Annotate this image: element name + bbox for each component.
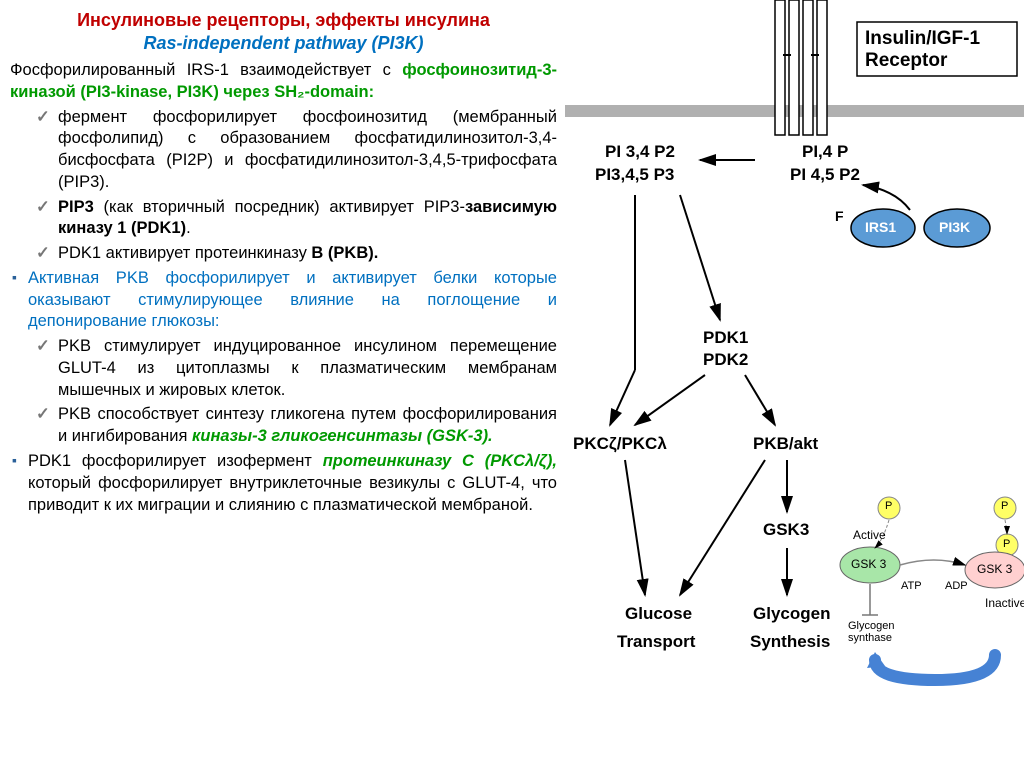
square-list-2: PDK1 фосфорилирует изофермент протеинкин… [10, 451, 557, 516]
label-irs1: IRS1 [865, 219, 896, 235]
text-panel: Инсулиновые рецепторы, эффекты инсулина … [0, 0, 565, 767]
receptor-bar-4 [817, 0, 827, 135]
label-inactive: Inactive [985, 596, 1024, 610]
label-glycogen-synthase: Glycogen synthase [848, 620, 894, 644]
label-f: F [835, 208, 844, 224]
title-main: Инсулиновые рецепторы, эффекты инсулина [10, 10, 557, 31]
arrow-pkb-glucose [680, 460, 765, 595]
label-glucose: Glucose [625, 604, 692, 624]
label-pkc: PKCζ/PKCλ [573, 434, 667, 454]
arrow-atp-adp [900, 560, 965, 565]
label-gsk3: GSK3 [763, 520, 809, 540]
label-pdk1: PDK1 [703, 328, 748, 348]
label-pi3k: PI3K [939, 219, 970, 235]
intro-black: Фосфорилированный IRS-1 взаимодействует … [10, 61, 391, 79]
arrow-pdk-pkb [745, 375, 775, 425]
label-atp: ATP [901, 580, 922, 592]
check-item-3: PDK1 активирует протеинкиназу B (PKB). [58, 243, 557, 265]
check-item-4: PKB стимулирует индуцированное инсулином… [58, 336, 557, 401]
para-2: PDK1 фосфорилирует изофермент протеинкин… [28, 451, 557, 516]
intro-paragraph: Фосфорилированный IRS-1 взаимодействует … [10, 60, 557, 104]
label-transport: Transport [617, 632, 695, 652]
pathway-line-2 [680, 195, 720, 320]
label-glycogen: Glycogen [753, 604, 830, 624]
receptor-bar-1 [775, 0, 785, 135]
title-sub: Ras-independent pathway (PI3K) [10, 33, 557, 54]
receptor-label: Insulin/IGF-1 Receptor [865, 28, 980, 72]
p-label-1: P [885, 500, 892, 512]
diagram-panel: Insulin/IGF-1 Receptor PI 3,4 P2 PI3,4,5… [565, 0, 1024, 767]
label-pdk2: PDK2 [703, 350, 748, 370]
label-pi4p: PI,4 P [802, 142, 848, 162]
arrow-pkc-glucose [625, 460, 645, 595]
blue-feedback-arrow [875, 655, 995, 680]
check-item-1: фермент фосфорилирует фосфоинозитид (мем… [58, 107, 557, 194]
label-gsk3-inactive: GSK 3 [977, 562, 1012, 576]
arrow-pdk-pkc [635, 375, 705, 425]
check-item-5: PKB способствует синтезу гликогена путем… [58, 404, 557, 448]
square-list-1: Активная PKB фосфорилирует и активирует … [10, 268, 557, 333]
p-label-2: P [1001, 500, 1008, 512]
receptor-bar-2 [789, 0, 799, 135]
receptor-bar-3 [803, 0, 813, 135]
label-gsk3-active: GSK 3 [851, 557, 886, 571]
label-adp: ADP [945, 580, 968, 592]
checklist-2: PKB стимулирует индуцированное инсулином… [10, 336, 557, 448]
label-pi34p2: PI 3,4 P2 [605, 142, 675, 162]
blue-para: Активная PKB фосфорилирует и активирует … [28, 268, 557, 333]
checklist-1: фермент фосфорилирует фосфоинозитид (мем… [10, 107, 557, 265]
label-synthesis: Synthesis [750, 632, 830, 652]
check-item-2: PIP3 (как вторичный посредник) активируе… [58, 197, 557, 241]
arrow-pi3k-up [863, 185, 910, 210]
pathway-diagram: Insulin/IGF-1 Receptor PI 3,4 P2 PI3,4,5… [565, 0, 1024, 767]
pathway-line-1b [610, 370, 635, 425]
label-pkb: PKB/akt [753, 434, 818, 454]
label-pi345p3: PI3,4,5 P3 [595, 165, 674, 185]
p-label-3: P [1003, 538, 1010, 550]
label-active: Active [853, 528, 886, 542]
label-pi45p2: PI 4,5 P2 [790, 165, 860, 185]
